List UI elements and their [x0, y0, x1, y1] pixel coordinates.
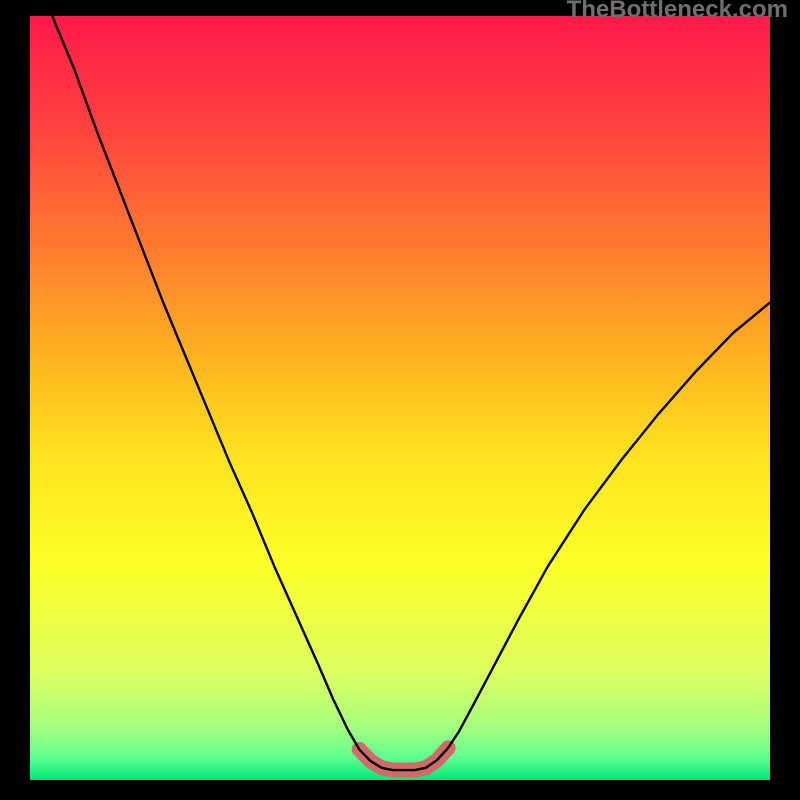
chart-svg [30, 16, 770, 780]
watermark-text: TheBottleneck.com [567, 0, 788, 24]
chart-background [30, 16, 770, 780]
chart-frame: TheBottleneck.com [0, 0, 800, 800]
plot-area [30, 16, 770, 780]
